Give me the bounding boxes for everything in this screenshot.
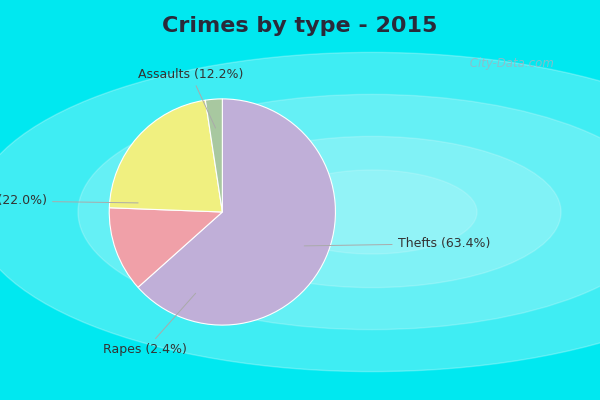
Ellipse shape (183, 136, 561, 288)
Ellipse shape (0, 52, 600, 372)
Wedge shape (109, 208, 223, 287)
Wedge shape (109, 100, 223, 212)
Text: City-Data.com: City-Data.com (466, 58, 554, 70)
Text: Thefts (63.4%): Thefts (63.4%) (304, 237, 490, 250)
Text: Burglaries (22.0%): Burglaries (22.0%) (0, 194, 138, 207)
Ellipse shape (78, 94, 600, 330)
Text: Crimes by type - 2015: Crimes by type - 2015 (163, 16, 437, 36)
Text: Rapes (2.4%): Rapes (2.4%) (103, 293, 196, 356)
Text: Assaults (12.2%): Assaults (12.2%) (138, 68, 244, 128)
Ellipse shape (267, 170, 477, 254)
Wedge shape (205, 99, 223, 212)
Wedge shape (138, 99, 335, 325)
